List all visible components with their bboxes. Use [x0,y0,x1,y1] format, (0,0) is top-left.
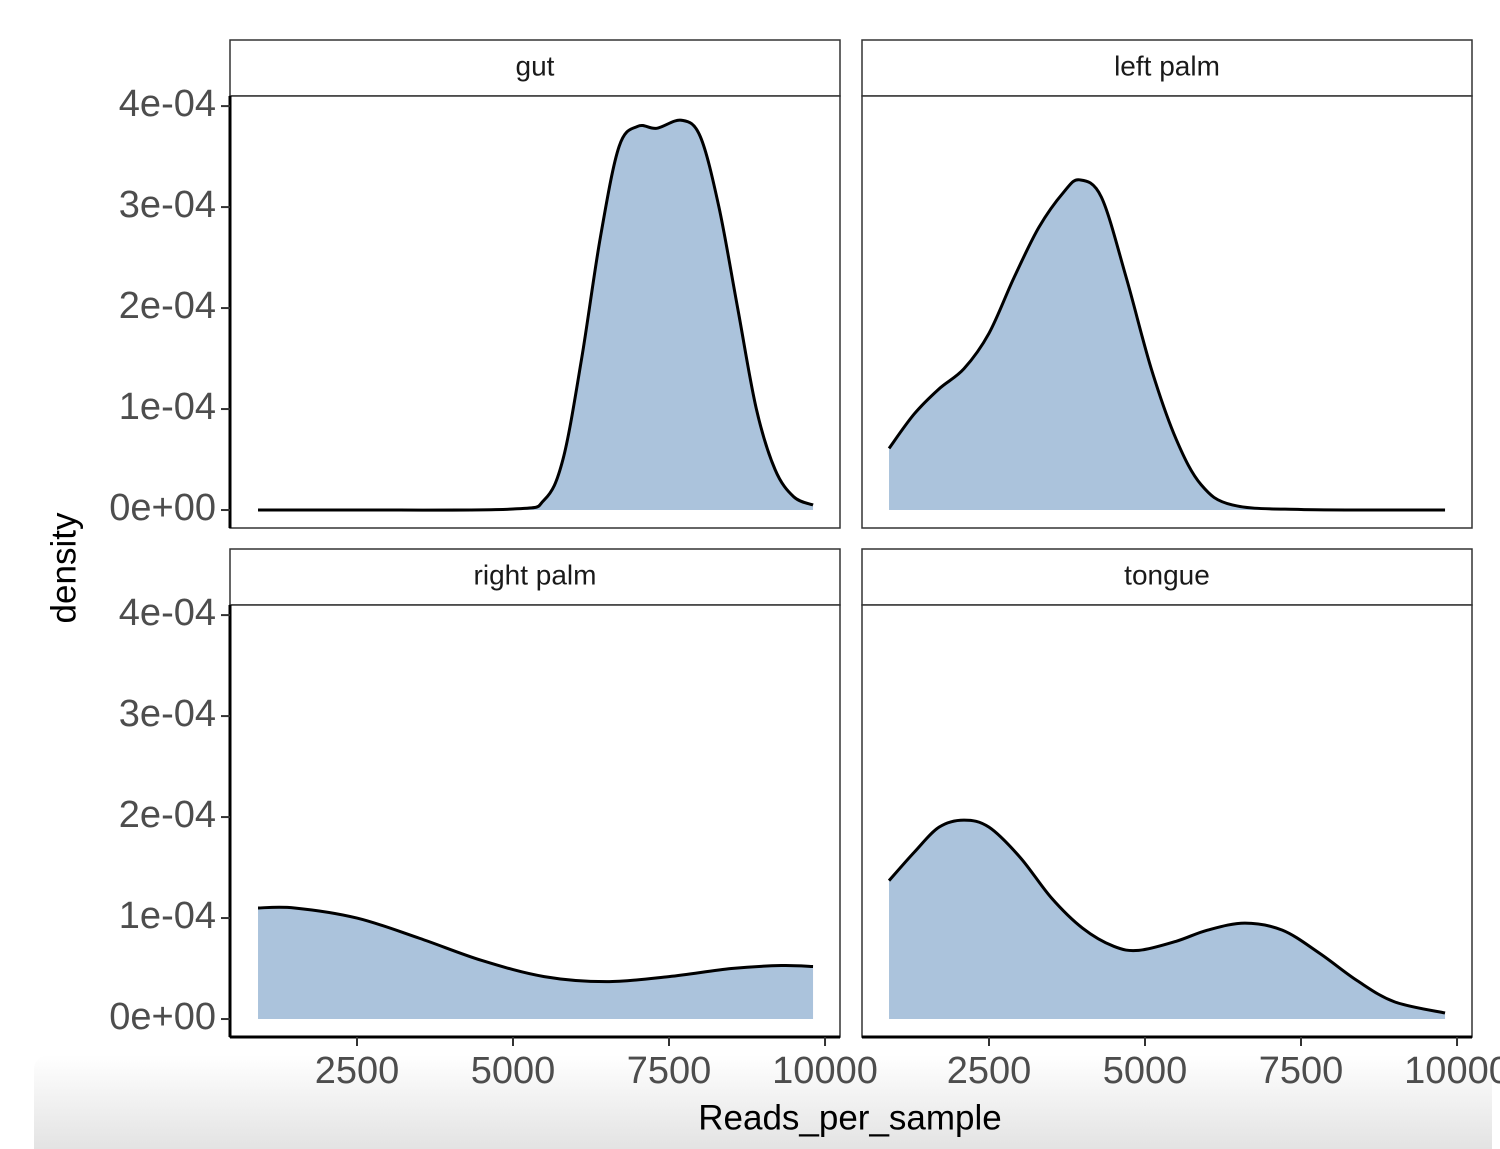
x-tick-label: 2500 [947,1050,1032,1092]
strip-label: left palm [1114,50,1220,81]
y-tick-label: 4e-04 [119,592,216,634]
density-line [887,818,1446,1015]
strip-label: gut [516,50,555,81]
y-tick-label: 2e-04 [119,285,216,327]
density-line [887,178,1446,512]
x-tick-label: 2500 [315,1050,400,1092]
density-line [258,118,814,512]
density-area [258,907,814,1020]
y-tick-label: 0e+00 [109,487,216,529]
density-area [889,820,1446,1020]
strip [229,39,841,97]
strip [229,548,841,606]
x-tick-label: 10000 [772,1050,878,1092]
strip-label: right palm [474,559,597,590]
x-axis-title: Reads_per_sample [698,1098,1002,1137]
density-area [889,179,1446,511]
y-tick-label: 3e-04 [119,693,216,735]
x-tick-label: 5000 [471,1050,556,1092]
x-tick-label: 10000 [1404,1050,1500,1092]
y-tick-label: 0e+00 [109,996,216,1038]
y-axis-title: density [44,512,83,623]
window-edge [34,1055,1492,1149]
y-tick-label: 1e-04 [119,895,216,937]
x-tick-label: 7500 [627,1050,712,1092]
y-tick-label: 2e-04 [119,794,216,836]
strip [861,548,1473,606]
density-area [258,120,814,511]
y-tick-label: 1e-04 [119,386,216,428]
x-tick-label: 7500 [1259,1050,1344,1092]
strip [861,39,1473,97]
y-tick-label: 3e-04 [119,184,216,226]
x-tick-label: 5000 [1103,1050,1188,1092]
density-line [257,905,814,984]
strip-label: tongue [1124,559,1210,590]
y-tick-label: 4e-04 [119,83,216,125]
